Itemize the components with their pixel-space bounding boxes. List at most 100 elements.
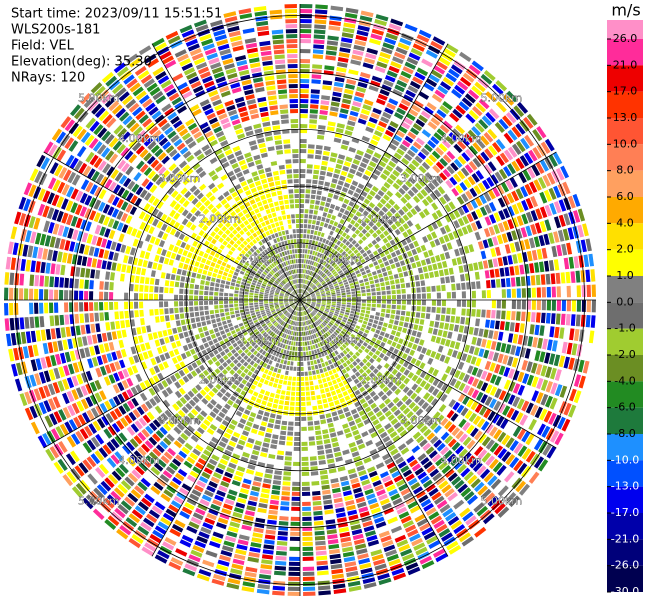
range-gate	[301, 441, 308, 446]
range-gate	[105, 413, 114, 424]
range-gate	[325, 308, 330, 311]
range-gate	[300, 89, 309, 94]
range-gate	[152, 66, 165, 77]
range-gate	[134, 465, 145, 476]
range-gate	[200, 453, 209, 462]
range-gate	[219, 157, 228, 164]
range-gate	[115, 467, 126, 478]
range-gate	[264, 75, 275, 81]
range-gate	[489, 398, 497, 409]
range-gate	[483, 349, 490, 359]
range-gate	[276, 150, 284, 155]
range-gate	[149, 367, 156, 376]
range-gate	[237, 539, 249, 546]
range-gate	[284, 317, 288, 322]
range-gate	[234, 195, 241, 202]
range-gate	[89, 210, 97, 221]
range-gate	[214, 210, 221, 218]
range-gate	[126, 78, 138, 89]
range-gate	[380, 341, 386, 348]
range-gate	[227, 25, 240, 33]
range-gate	[208, 117, 218, 125]
range-gate	[260, 152, 268, 158]
range-gate	[188, 554, 201, 563]
range-gate	[272, 339, 277, 345]
range-gate	[235, 398, 242, 405]
range-gate	[446, 540, 459, 551]
range-gate	[274, 254, 279, 260]
range-gate	[143, 224, 151, 233]
range-gate	[264, 432, 272, 438]
range-gate	[307, 346, 311, 351]
range-gate	[33, 217, 41, 230]
range-gate	[217, 43, 230, 51]
range-gate	[271, 269, 275, 274]
range-gate	[234, 150, 243, 157]
range-gate	[272, 125, 281, 131]
range-gate	[423, 392, 431, 400]
range-gate	[56, 210, 64, 223]
range-gate	[347, 318, 353, 323]
range-gate	[528, 418, 537, 431]
range-gate	[177, 206, 185, 214]
range-gate	[274, 282, 278, 286]
range-gate	[268, 360, 273, 365]
range-gate	[114, 507, 126, 519]
range-gate	[506, 310, 511, 320]
range-gate	[340, 308, 345, 312]
range-gate	[428, 450, 438, 459]
range-gate	[179, 288, 184, 294]
range-gate	[130, 423, 140, 433]
range-gate	[317, 312, 322, 316]
range-gate	[223, 432, 231, 439]
range-gate	[517, 334, 524, 345]
range-gate	[305, 304, 309, 307]
range-gate	[301, 274, 303, 279]
range-gate	[293, 239, 297, 244]
range-gate	[295, 295, 299, 299]
range-gate	[118, 432, 128, 443]
range-gate	[386, 461, 396, 470]
range-gate	[423, 531, 436, 541]
range-gate	[261, 55, 273, 61]
range-gate	[230, 282, 236, 287]
range-gate	[267, 514, 278, 520]
range-gate	[274, 301, 279, 303]
range-gate	[489, 320, 495, 329]
range-gate	[314, 24, 326, 30]
range-gate	[187, 412, 195, 420]
range-gate	[214, 309, 219, 314]
range-gate	[241, 267, 246, 272]
range-gate	[388, 346, 395, 352]
range-gate	[245, 156, 254, 163]
range-gate	[328, 401, 335, 407]
range-gate	[360, 567, 373, 575]
range-gate	[275, 279, 280, 283]
range-gate	[260, 310, 265, 313]
range-gate	[315, 200, 320, 205]
range-gate	[63, 365, 70, 376]
range-gate	[32, 246, 39, 259]
range-gate	[129, 301, 134, 309]
range-gate	[509, 456, 520, 469]
range-gate	[310, 89, 320, 94]
range-gate	[221, 225, 228, 232]
range-gate	[292, 275, 295, 280]
range-gate	[62, 252, 68, 263]
range-gate	[206, 402, 214, 410]
range-gate	[283, 267, 287, 272]
range-gate	[237, 106, 247, 113]
range-gate	[180, 256, 186, 263]
range-gate	[140, 521, 152, 532]
range-gate	[332, 492, 342, 499]
range-gate	[319, 310, 324, 313]
range-gate	[554, 432, 564, 446]
range-gate	[249, 305, 254, 308]
range-gate	[263, 204, 270, 210]
range-gate	[356, 465, 365, 472]
range-gate	[326, 324, 331, 329]
range-gate	[284, 4, 297, 9]
range-gate	[264, 346, 269, 352]
range-gate	[293, 446, 300, 451]
range-gate	[211, 578, 225, 586]
